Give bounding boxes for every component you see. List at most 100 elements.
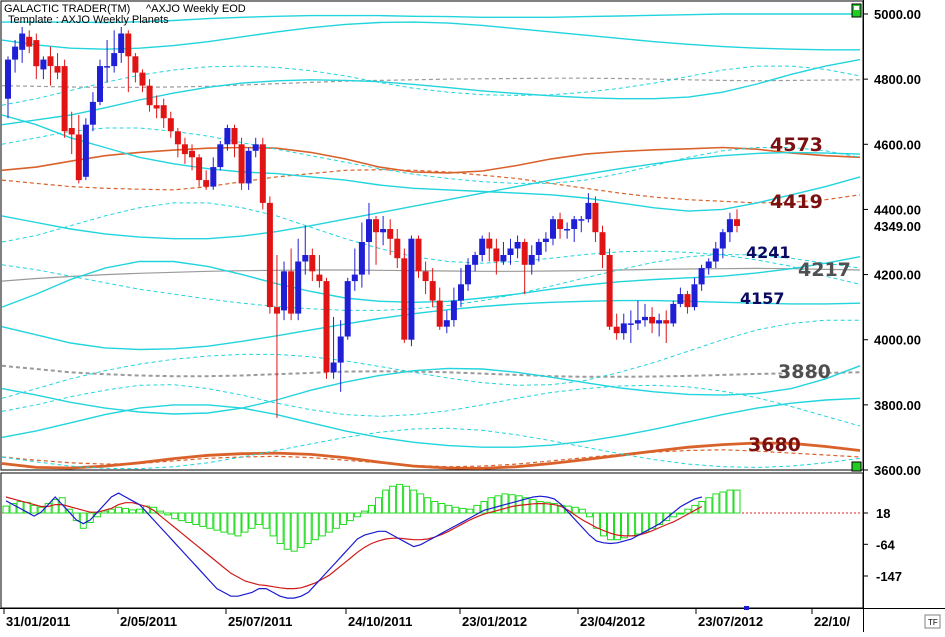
histogram-bar: [712, 493, 720, 514]
candle-body: [493, 248, 500, 262]
histogram-bar: [122, 507, 129, 514]
histogram-bar: [129, 509, 136, 514]
candle-body: [684, 294, 691, 308]
candle-body: [458, 284, 464, 301]
price-tick-label: 5000.00: [874, 7, 921, 22]
candle-body: [606, 255, 613, 327]
histogram-bar: [30, 504, 38, 514]
histogram-bar: [283, 512, 291, 550]
candle-body: [160, 105, 167, 119]
timeframe-button[interactable]: [924, 614, 941, 629]
histogram-bar: [480, 501, 488, 514]
candle-body: [167, 118, 174, 132]
planet-line: [1, 397, 861, 448]
histogram-bar: [157, 510, 165, 514]
histogram-bar: [178, 512, 186, 522]
candle-body: [585, 202, 592, 220]
price-panel: [0, 0, 864, 471]
time-tick-label: 23/07/2012: [698, 614, 763, 629]
candle-body: [274, 307, 280, 314]
candle-body: [649, 316, 656, 324]
histogram-bar: [107, 508, 115, 514]
planet-line: [1, 114, 861, 212]
time-tick-label: 2/05/2011: [120, 614, 177, 629]
planet-line: [1, 151, 861, 240]
histogram-bar: [248, 512, 256, 529]
candle-body: [613, 326, 620, 334]
histogram-bar: [353, 512, 361, 518]
panel-split-handle[interactable]: [851, 461, 862, 472]
histogram-bar: [79, 512, 87, 529]
candle-body: [663, 320, 670, 324]
candle-body: [557, 219, 564, 229]
histogram-bar: [677, 512, 685, 515]
histogram-bar: [536, 501, 544, 514]
candle-body: [599, 232, 606, 255]
planet-line: [1, 364, 861, 378]
histogram-bar: [368, 504, 375, 514]
histogram-bar: [136, 508, 143, 514]
histogram-bar: [206, 512, 214, 529]
candle-body: [500, 255, 507, 262]
histogram-bar: [164, 512, 172, 516]
candle-body: [196, 157, 203, 181]
candle-body: [146, 85, 153, 106]
planet-lines: [1, 13, 861, 470]
candle-body: [358, 242, 365, 275]
histogram-bar: [473, 504, 481, 514]
planet-line: [1, 256, 861, 308]
candle-body: [252, 144, 259, 151]
candle-body: [54, 66, 61, 73]
candle-body: [535, 242, 542, 255]
time-cursor-marker[interactable]: [744, 606, 749, 610]
product-title: GALACTIC TRADER(TM): [4, 3, 130, 15]
histogram-bar: [628, 512, 636, 537]
histogram-bar: [227, 512, 235, 535]
candle-body: [592, 202, 599, 233]
histogram-bar: [297, 512, 305, 548]
histogram-bar: [459, 507, 467, 514]
histogram-bar: [262, 512, 270, 529]
level-label: 3680: [748, 434, 801, 456]
candle-body: [429, 281, 436, 301]
time-tick-label: 22/10/: [814, 614, 851, 629]
candle-body: [712, 248, 719, 262]
histogram-bar: [663, 512, 671, 522]
histogram-bar: [51, 499, 59, 514]
histogram-bar: [424, 497, 432, 514]
oscillator-signal-line: [5, 496, 703, 590]
candle-body: [189, 150, 195, 158]
histogram-bar: [171, 512, 179, 520]
candle-body: [415, 238, 422, 272]
planet-line: [1, 384, 861, 427]
oscillator-tick-label: 18: [876, 506, 890, 521]
candle-body: [309, 255, 316, 272]
candle-body: [125, 33, 132, 57]
candle-body: [224, 128, 231, 145]
candle-body: [422, 271, 429, 282]
planet-line: [1, 441, 861, 470]
price-tick-label: 4200.00: [874, 268, 921, 283]
candle-body: [344, 281, 351, 337]
candle-body: [578, 219, 585, 221]
price-tick-label: 4000.00: [874, 333, 921, 348]
histogram-bar: [325, 512, 333, 533]
top-scroll-handle[interactable]: [851, 3, 862, 18]
histogram-bar: [220, 512, 228, 533]
planet-line: [1, 77, 861, 88]
histogram-bar: [241, 512, 249, 533]
histogram-bar: [635, 512, 643, 535]
histogram-bar: [656, 512, 664, 525]
histogram-bar: [2, 505, 10, 514]
candle-body: [380, 229, 387, 233]
histogram-bar: [199, 512, 207, 527]
histogram-bar: [255, 512, 263, 525]
planet-line: [1, 267, 861, 282]
candle-body: [479, 238, 486, 255]
candle-body: [542, 238, 549, 242]
time-tick-label: 23/04/2012: [580, 614, 645, 629]
candle-body: [245, 150, 252, 184]
histogram-bar: [389, 485, 397, 514]
candle-body: [677, 294, 684, 304]
candle-body: [82, 124, 89, 177]
